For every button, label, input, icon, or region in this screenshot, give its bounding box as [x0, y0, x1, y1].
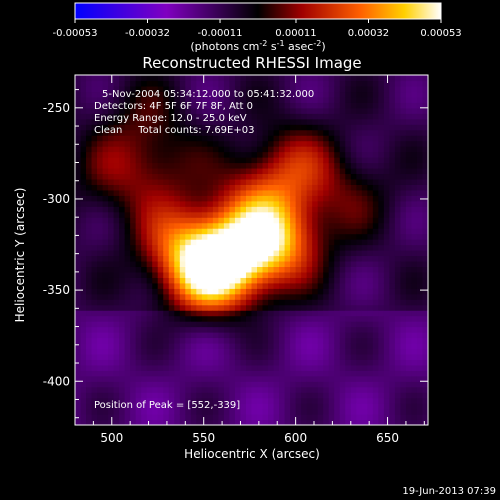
colorbar-unit-label-part: -2	[313, 39, 321, 48]
plot-frame	[74, 74, 429, 426]
colorbar	[74, 2, 442, 20]
annotation-clean-counts: Clean Total counts: 7.69E+03	[94, 125, 254, 136]
y-tick-label: -250	[43, 101, 70, 115]
annotation-time-range: 5-Nov-2004 05:34:12.000 to 05:41:32.000	[102, 89, 314, 100]
colorbar-tick-label: 0.00032	[348, 28, 389, 39]
x-tick-label: 550	[192, 431, 215, 445]
annotation-energy-range: Energy Range: 12.0 - 25.0 keV	[94, 113, 247, 124]
y-tick-label: -300	[43, 192, 70, 206]
y-tick-label: -400	[43, 374, 70, 388]
annotation-peak-position: Position of Peak = [552,-339]	[94, 400, 240, 411]
annotation-detectors: Detectors: 4F 5F 6F 7F 8F, Att 0	[94, 101, 253, 112]
heatmap-image	[75, 75, 428, 425]
colorbar-tick-label: 0.00053	[420, 28, 461, 39]
y-tick-label: -350	[43, 283, 70, 297]
x-tick-label: 650	[376, 431, 399, 445]
colorbar-tick-label: -0.00032	[125, 28, 170, 39]
colorbar-tick-label: -0.00011	[198, 28, 243, 39]
colorbar-unit-label-part: s	[267, 40, 276, 53]
colorbar-unit-label: (photons cm-2 s-1 asec-2)	[190, 39, 325, 53]
x-tick-label: 500	[100, 431, 123, 445]
colorbar-unit-label-part: asec	[285, 40, 314, 53]
y-axis-label: Heliocentric Y (arcsec)	[13, 188, 27, 323]
colorbar-tick-label: 0.00011	[275, 28, 316, 39]
colorbar-unit-label-part: )	[321, 40, 325, 53]
x-axis-label: Heliocentric X (arcsec)	[184, 447, 320, 461]
x-tick-label: 600	[284, 431, 307, 445]
plot-timestamp: 19-Jun-2013 07:39	[402, 486, 496, 497]
colorbar-tick-label: -0.00053	[53, 28, 98, 39]
colorbar-unit-label-part: -1	[277, 39, 285, 48]
colorbar-unit-label-part: (photons cm	[190, 40, 259, 53]
axis-ticks: 500 550 600 650 -250 -300 -350 -400	[43, 75, 428, 445]
colorbar-unit-label-part: -2	[259, 39, 267, 48]
chart-title: Reconstructed RHESSI Image	[142, 54, 361, 72]
colorbar-ticks: -0.00053 -0.00032 -0.00011 0.00011 0.00032 0.…	[53, 19, 462, 39]
